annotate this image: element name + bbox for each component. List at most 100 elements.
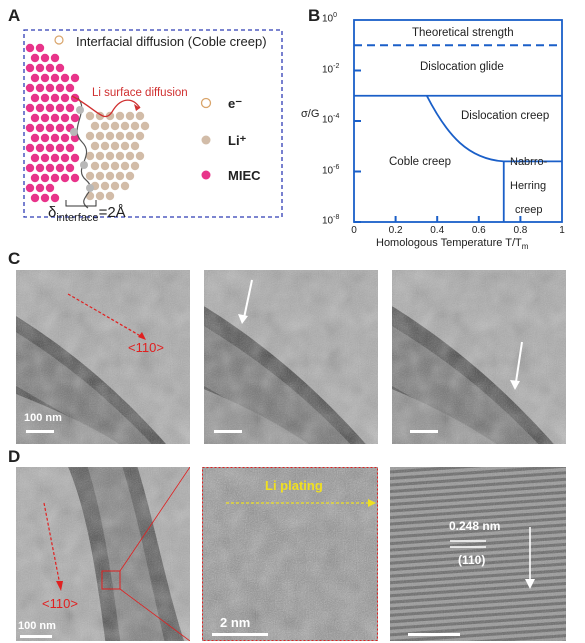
- miec-particle: [30, 173, 40, 183]
- miec-particle: [30, 73, 40, 83]
- miec-particle: [40, 173, 50, 183]
- miec-particle: [25, 103, 35, 113]
- miec-particle: [65, 83, 75, 93]
- scale-bar: [212, 633, 268, 636]
- y-tick-label: 10-6: [322, 163, 340, 176]
- li-particle: [115, 151, 125, 161]
- miec-particle: [60, 93, 70, 103]
- li-plating-label: Li plating: [265, 478, 323, 493]
- miec-particle: [25, 183, 35, 193]
- miec-particle: [60, 113, 70, 123]
- surface-diffusion-arrow: [71, 95, 141, 118]
- scale-bar: [20, 635, 52, 638]
- region-theoretical-strength: Theoretical strength: [412, 27, 514, 39]
- miec-particle: [45, 123, 55, 133]
- li-particle: [110, 181, 120, 191]
- panel-d-image-3: [390, 467, 566, 641]
- li-particle: [110, 121, 120, 131]
- li-particle: [130, 141, 140, 151]
- region-nabarro-line2: Herring: [510, 180, 547, 192]
- miec-particle: [70, 73, 80, 83]
- scale-bar: [410, 430, 438, 433]
- panel-c-direction-label: <110>: [128, 340, 164, 355]
- miec-particle: [45, 63, 55, 73]
- miec-particle: [35, 143, 45, 153]
- indicator-arrow: [515, 341, 523, 383]
- li-particle: [85, 131, 95, 141]
- miec-particle: [55, 103, 65, 113]
- miec-particle: [30, 113, 40, 123]
- li-particle: [105, 191, 115, 201]
- li-particle: [100, 181, 110, 191]
- panel-letter-c: C: [8, 249, 21, 268]
- miec-particle: [40, 193, 50, 203]
- miec-particle: [40, 113, 50, 123]
- deformation-map-chart: [353, 19, 563, 223]
- region-nabarro-line3: creep: [515, 204, 543, 216]
- miec-particle: [70, 173, 80, 183]
- miec-particle: [45, 103, 55, 113]
- lattice-spacing-label: 0.248 nm: [449, 519, 501, 533]
- li-particle: [120, 141, 130, 151]
- miec-particle-cluster: [25, 43, 80, 203]
- y-tick-label: 10-4: [322, 113, 340, 126]
- panel-c-image-2: [204, 270, 378, 444]
- miec-particle: [40, 153, 50, 163]
- miec-particle: [40, 93, 50, 103]
- li-particle: [85, 171, 95, 181]
- miec-particle: [50, 173, 60, 183]
- miec-particle: [50, 93, 60, 103]
- y-tick-label: 10-8: [322, 214, 340, 227]
- delta-subscript: interface: [56, 212, 99, 224]
- li-particle: [95, 171, 105, 181]
- li-particle: [85, 191, 95, 201]
- panel-c-image-1: [16, 270, 190, 444]
- li-particle: [135, 131, 145, 141]
- panel-a-diagram: [23, 29, 283, 218]
- miec-particle: [30, 133, 40, 143]
- miec-particle: [45, 83, 55, 93]
- region-dislocation-glide: Dislocation glide: [420, 61, 504, 73]
- miec-particle: [55, 163, 65, 173]
- li-particle: [135, 111, 145, 121]
- miec-particle: [60, 153, 70, 163]
- miec-particle: [30, 53, 40, 63]
- miec-particle: [40, 73, 50, 83]
- delta-value: =2Å: [98, 204, 126, 221]
- miec-particle: [25, 43, 35, 53]
- miec-particle: [50, 73, 60, 83]
- miec-particle: [45, 163, 55, 173]
- scale-bar: [408, 633, 460, 636]
- miec-particle: [55, 83, 65, 93]
- x-tick-label: 0.2: [388, 225, 403, 236]
- legend-miec-label: MIEC: [228, 168, 261, 183]
- delta-symbol: δ: [48, 204, 57, 221]
- li-particle: [125, 131, 135, 141]
- li-particle: [105, 151, 115, 161]
- miec-particle: [50, 113, 60, 123]
- panel-d-image-1: [16, 467, 190, 641]
- li-particle: [115, 111, 125, 121]
- panel-a-dashed-frame: [23, 29, 283, 218]
- magnified-frame: [202, 467, 378, 641]
- li-particle: [105, 111, 115, 121]
- li-particle-cluster: [85, 111, 150, 201]
- panel-d-image-2: [202, 467, 378, 641]
- y-tick-label: 10-2: [322, 62, 340, 75]
- panel-d-scale-label-2: 2 nm: [220, 615, 251, 630]
- li-particle: [105, 131, 115, 141]
- miec-particle: [50, 193, 60, 203]
- miec-particle: [60, 173, 70, 183]
- panel-a-title: Interfacial diffusion (Coble creep): [76, 34, 267, 49]
- miec-particle: [45, 143, 55, 153]
- scale-bar: [214, 430, 242, 433]
- li-particle: [100, 161, 110, 171]
- lattice-plane-label: (110): [458, 553, 486, 567]
- li-particle: [90, 161, 100, 171]
- miec-particle: [55, 63, 65, 73]
- miec-particle: [35, 183, 45, 193]
- li-particle: [105, 171, 115, 181]
- li-particle: [85, 151, 95, 161]
- x-tick-label: 0: [351, 225, 357, 236]
- interface-path: [76, 97, 91, 209]
